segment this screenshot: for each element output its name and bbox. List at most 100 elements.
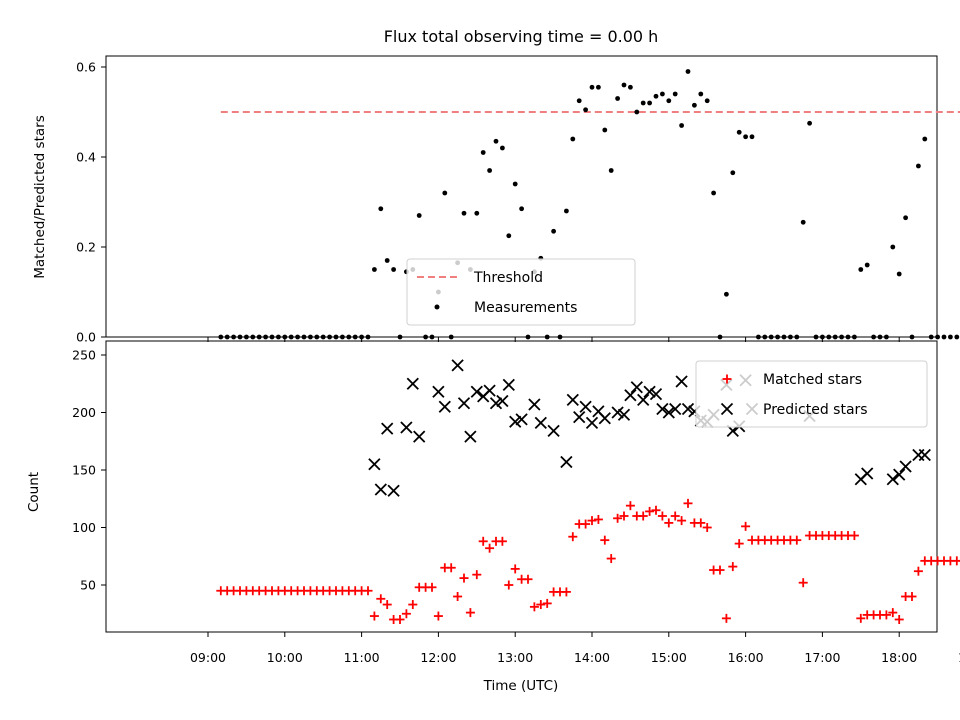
matched-star-point [459,573,469,583]
predicted-star-point [649,387,663,401]
measurement-point [500,145,505,151]
measurement-point [832,334,838,340]
measurement-point [762,334,768,340]
matched-star-point [446,563,456,573]
matched-star-point [587,516,597,526]
measurement-point [608,168,614,173]
predicted-star-point [483,384,496,397]
measurement-point [493,138,499,144]
measurement-point [397,334,403,340]
legend-measurements-swatch [434,304,440,310]
measurement-point [896,271,902,277]
measurement-point [672,91,678,97]
matched-star-point [696,518,706,528]
measurement-point [954,334,960,340]
predicted-star-point [438,400,451,413]
matched-star-point [606,554,616,564]
measurement-point [448,334,454,340]
measurement-point [583,107,588,113]
measurement-point [288,334,294,340]
predicted-star-point [413,430,426,443]
matched-star-point [664,518,674,528]
measurement-point [647,100,652,106]
measurement-point [864,262,870,268]
measurement-point [231,334,237,340]
matched-star-point [619,511,629,521]
legend-measurements-label: Measurements [474,300,577,316]
matched-star-point [907,592,917,601]
measurement-point [244,334,249,340]
x-tick-label: 13:00 [497,650,533,665]
measurement-point [282,334,288,340]
measurement-point [570,136,576,142]
predicted-star-point [681,402,695,416]
x-tick-label: 09:00 [190,650,226,665]
predicted-star-point [387,484,400,497]
predicted-star-point [515,413,528,426]
measurement-point [327,334,332,340]
measurement-point [903,215,908,221]
measurement-point [711,190,716,196]
bottom-y-tick-label: 200 [72,405,96,420]
measurement-point [237,334,243,340]
measurement-point [359,334,364,340]
matched-star-point [568,532,578,542]
predicted-star-point [464,430,477,443]
measurement-point [653,93,659,99]
bottom-legend: Matched stars Predicted stars [695,360,928,428]
measurement-point [679,123,684,128]
bottom-legend-box [695,360,928,428]
measurement-point [295,334,300,340]
measurement-point [487,168,492,173]
matched-star-point [593,514,603,524]
measurement-point [813,334,819,340]
predicted-star-point [637,393,650,406]
measurement-point [717,334,723,340]
matched-star-point [683,498,693,508]
measurement-point [640,100,646,106]
predicted-star-point [489,397,503,410]
bottom-y-tick-label: 100 [72,520,96,535]
predicted-star-point [624,389,637,402]
x-tick-label: 19:00 [958,650,960,665]
measurement-point [557,334,563,340]
measurement-point [263,334,268,340]
matched-star-point [376,594,386,604]
measurement-point [871,334,876,340]
measurement-point [384,258,390,263]
matched-star-point [715,565,725,575]
matched-star-point [497,536,507,546]
matched-star-point [645,506,655,516]
matched-star-point [881,610,891,620]
matched-star-point [670,511,680,521]
predicted-star-point [509,415,522,428]
predicted-star-point [912,448,925,462]
predicted-star-point [579,400,592,413]
legend-predicted-label: Predicted stars [763,402,868,418]
top-panel: 0.0 0.2 0.4 0.6 Matched/Predicted stars Thr… [32,55,960,345]
matched-star-point [651,505,661,515]
top-legend: Threshold Measurements [406,258,636,326]
measurement-point [320,334,326,340]
measurement-point [365,334,371,340]
measurement-point [628,84,633,90]
matched-star-point [702,523,712,532]
legend-matched-swatch [722,374,732,384]
predicted-star-point [662,406,675,419]
legend-predicted-swatch [720,402,734,416]
measurement-point [308,334,313,340]
measurement-point [660,91,665,97]
measurement-point [564,208,569,214]
x-tick-label: 17:00 [804,650,840,665]
measurement-point [525,334,531,340]
bottom-plot-frame [105,340,938,633]
matched-star-point [453,592,463,601]
x-tick-label: 12:00 [420,650,456,665]
measurement-point [352,334,358,340]
predicted-star-point [496,394,509,408]
bottom-y-tick-label: 150 [72,463,96,478]
predicted-star-point [886,473,899,486]
measurement-point [839,334,844,340]
predicted-star-point [470,385,483,398]
predicted-star-point [573,410,586,424]
